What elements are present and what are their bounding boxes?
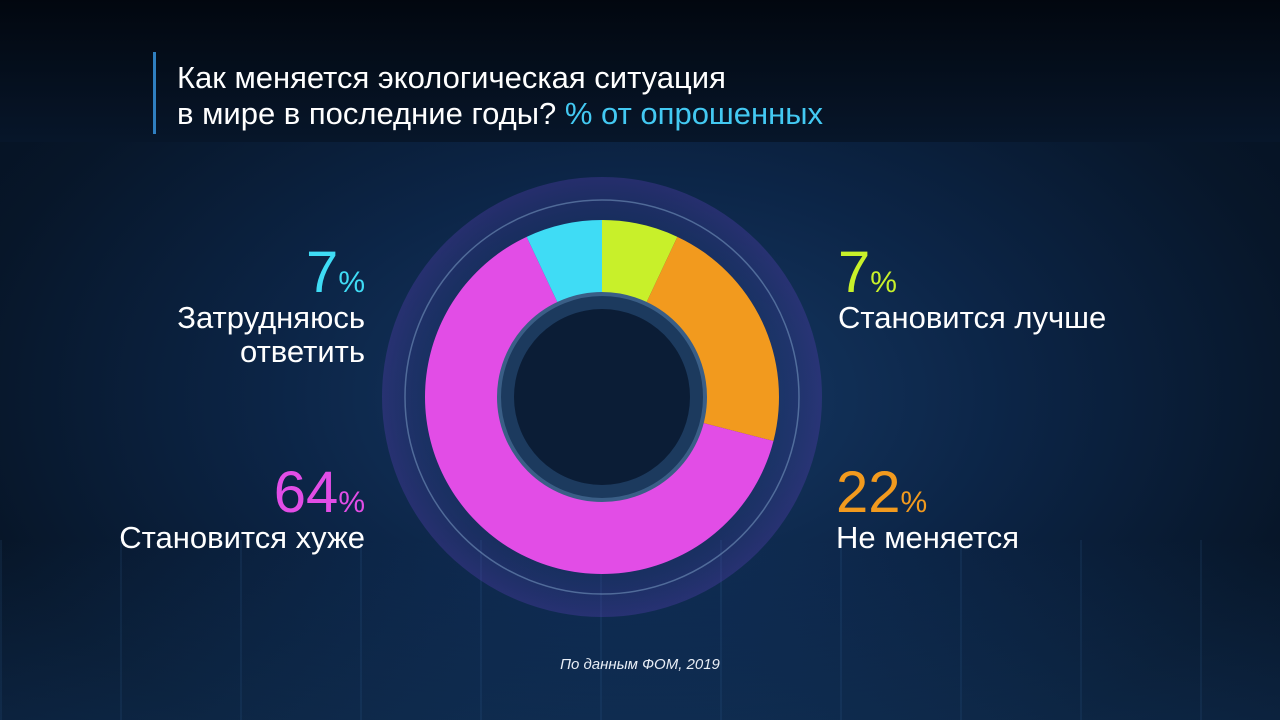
- label-getting-better: 7% Становится лучше: [838, 240, 1107, 335]
- label-getting-better-line: Становится лучше: [838, 300, 1107, 335]
- unit-not-changing: %: [900, 486, 928, 519]
- label-hard-to-say-line1: Затрудняюсь: [177, 300, 365, 335]
- title-accent-bar: [153, 52, 156, 134]
- value-hard-to-say: 7: [306, 240, 339, 305]
- label-not-changing-line: Не меняется: [836, 520, 1020, 555]
- value-not-changing: 22: [836, 460, 901, 525]
- header-band: [0, 0, 1280, 142]
- chart-title: Как меняется экологическая ситуация в ми…: [177, 60, 1077, 132]
- donut-slices: [424, 220, 779, 575]
- unit-getting-worse: %: [338, 486, 365, 519]
- unit-getting-better: %: [870, 266, 897, 299]
- title-accent: % от опрошенных: [564, 96, 824, 131]
- value-getting-worse: 64: [273, 460, 339, 525]
- title-line-2: в мире в последние годы? % от опрошенных: [177, 96, 1077, 132]
- label-hard-to-say: 7% Затрудняюсь ответить: [177, 240, 365, 369]
- donut-hole: [514, 309, 690, 485]
- title-line-1: Как меняется экологическая ситуация: [177, 60, 726, 95]
- donut-slice-1: [642, 236, 779, 442]
- donut-slice-3: [526, 220, 602, 312]
- source-note: По данным ФОМ, 2019: [560, 656, 720, 673]
- label-not-changing: 22% Не меняется: [836, 460, 1020, 555]
- label-hard-to-say-line2: ответить: [240, 334, 365, 369]
- label-getting-worse-line: Становится хуже: [119, 520, 365, 555]
- donut-slice-0: [602, 220, 678, 312]
- value-getting-better: 7: [838, 240, 871, 305]
- unit-hard-to-say: %: [338, 266, 365, 299]
- donut-slice-2: [424, 236, 774, 575]
- label-getting-worse: 64% Становится хуже: [119, 460, 365, 555]
- title-line-2-text: в мире в последние годы?: [177, 96, 557, 131]
- donut-outer-ring: [404, 199, 800, 595]
